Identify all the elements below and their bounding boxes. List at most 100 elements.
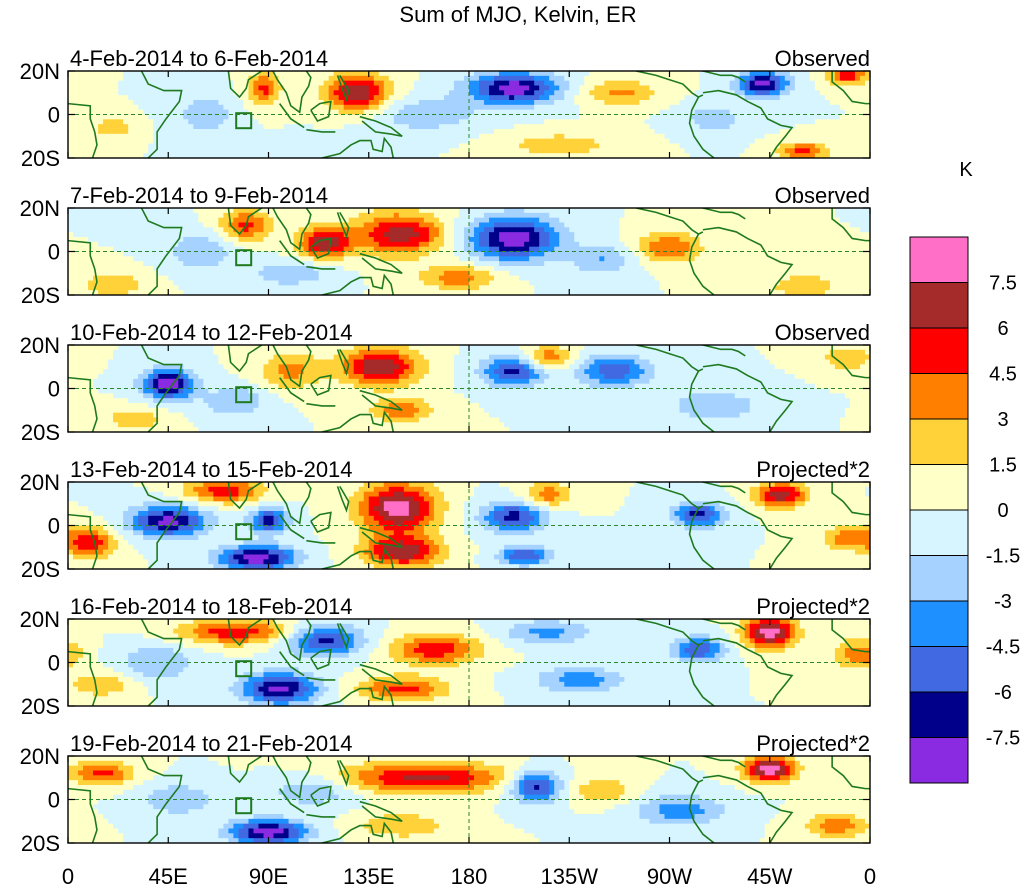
heatmap-cell xyxy=(348,217,355,224)
heatmap-cell xyxy=(594,104,600,111)
heatmap-cell xyxy=(674,124,681,130)
heatmap-cell xyxy=(263,109,270,116)
heatmap-cell xyxy=(494,251,500,257)
heatmap-cell xyxy=(78,85,84,91)
heatmap-cell xyxy=(689,222,696,228)
heatmap-cell xyxy=(68,143,74,149)
heatmap-cell xyxy=(118,100,124,106)
heatmap-cell xyxy=(589,124,595,130)
heatmap-cell xyxy=(213,109,219,116)
heatmap-cell xyxy=(423,95,430,101)
heatmap-cell xyxy=(308,237,315,243)
heatmap-cell xyxy=(458,148,465,154)
heatmap-cell xyxy=(93,222,99,228)
heatmap-cell xyxy=(594,133,600,140)
heatmap-cell xyxy=(669,80,676,87)
heatmap-cell xyxy=(484,217,490,224)
heatmap-cell xyxy=(183,104,189,111)
heatmap-cell xyxy=(368,232,375,238)
heatmap-cell xyxy=(679,119,686,125)
heatmap-cell xyxy=(759,90,766,96)
heatmap-cell xyxy=(504,237,510,243)
heatmap-cell xyxy=(458,138,465,145)
heatmap-cell xyxy=(443,124,450,130)
heatmap-cell xyxy=(148,143,154,149)
heatmap-cell xyxy=(544,104,550,111)
heatmap-cell xyxy=(423,71,430,77)
heatmap-cell xyxy=(514,85,520,91)
heatmap-cell xyxy=(203,109,209,116)
heatmap-cell xyxy=(514,143,520,149)
heatmap-cell xyxy=(779,75,786,82)
heatmap-cell xyxy=(218,80,224,87)
heatmap-cell xyxy=(103,100,109,106)
heatmap-cell xyxy=(569,95,575,101)
heatmap-cell xyxy=(88,208,94,214)
heatmap-cell xyxy=(88,80,94,87)
heatmap-cell xyxy=(188,251,194,257)
heatmap-cell xyxy=(524,85,530,91)
heatmap-cell xyxy=(489,208,495,214)
heatmap-cell xyxy=(824,90,831,96)
heatmap-cell xyxy=(859,246,866,253)
heatmap-cell xyxy=(739,129,746,135)
heatmap-cell xyxy=(343,241,350,248)
heatmap-cell xyxy=(273,256,280,262)
heatmap-cell xyxy=(218,114,224,120)
heatmap-cell xyxy=(133,251,139,257)
heatmap-cell xyxy=(438,237,445,243)
heatmap-cell xyxy=(138,148,144,154)
heatmap-cell xyxy=(839,90,846,96)
heatmap-cell xyxy=(93,85,99,91)
heatmap-cell xyxy=(609,212,615,219)
heatmap-cell xyxy=(193,246,199,253)
heatmap-cell xyxy=(408,104,415,111)
heatmap-cell xyxy=(383,143,390,149)
heatmap-cell xyxy=(774,75,781,82)
heatmap-cell xyxy=(589,71,595,77)
heatmap-cell xyxy=(378,114,385,120)
heatmap-cell xyxy=(624,90,630,96)
heatmap-cell xyxy=(814,222,821,228)
heatmap-cell xyxy=(579,95,585,101)
heatmap-cell xyxy=(288,241,295,248)
heatmap-cell xyxy=(809,261,816,267)
heatmap-cell xyxy=(594,114,600,120)
heatmap-cell xyxy=(499,222,505,228)
heatmap-cell xyxy=(143,237,149,243)
heatmap-cell xyxy=(193,85,199,91)
heatmap-cell xyxy=(353,143,360,149)
heatmap-cell xyxy=(418,143,425,149)
heatmap-cell xyxy=(829,222,836,228)
heatmap-cell xyxy=(829,241,836,248)
heatmap-cell xyxy=(659,217,666,224)
heatmap-cell xyxy=(519,246,525,253)
heatmap-cell xyxy=(724,143,731,149)
heatmap-cell xyxy=(398,143,405,149)
heatmap-cell xyxy=(754,212,761,219)
heatmap-cell xyxy=(438,95,445,101)
heatmap-cell xyxy=(388,90,395,96)
heatmap-cell xyxy=(579,266,585,272)
heatmap-cell xyxy=(759,129,766,135)
heatmap-cell xyxy=(208,227,214,233)
heatmap-cell xyxy=(854,256,861,262)
heatmap-cell xyxy=(604,212,610,219)
heatmap-cell xyxy=(348,256,355,262)
heatmap-cell xyxy=(148,241,154,248)
heatmap-cell xyxy=(794,143,801,149)
heatmap-cell xyxy=(569,212,575,219)
heatmap-cell xyxy=(303,114,310,120)
heatmap-cell xyxy=(233,95,240,101)
heatmap-cell xyxy=(378,217,385,224)
heatmap-cell xyxy=(759,85,766,91)
heatmap-cell xyxy=(148,100,154,106)
heatmap-cell xyxy=(719,227,726,233)
heatmap-cell xyxy=(574,266,580,272)
heatmap-cell xyxy=(734,124,741,130)
heatmap-cell xyxy=(774,71,781,77)
heatmap-cell xyxy=(814,71,821,77)
heatmap-cell xyxy=(173,114,179,120)
heatmap-cell xyxy=(824,85,831,91)
heatmap-cell xyxy=(719,124,726,130)
